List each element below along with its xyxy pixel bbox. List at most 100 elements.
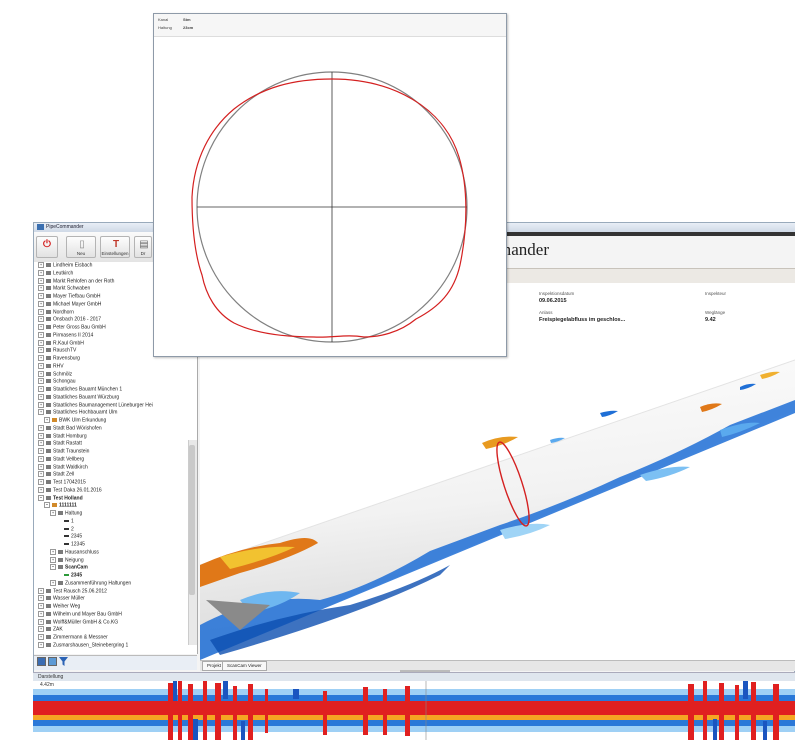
- print-button[interactable]: ▤ Dr: [134, 236, 152, 258]
- tree-item[interactable]: + ZAK: [38, 626, 63, 633]
- tree-item[interactable]: + Lindheim Eisbach: [38, 262, 92, 269]
- tab-scancam-viewer[interactable]: ScanCam Viewer: [222, 661, 267, 671]
- tree-expander-icon[interactable]: +: [50, 579, 56, 586]
- tree-expander-icon[interactable]: +: [38, 432, 44, 439]
- tree-item[interactable]: + Test Rausch 25.06.2012: [38, 587, 107, 595]
- tree-item[interactable]: + Staatliches Baumanagement Lüneburger He…: [38, 401, 153, 409]
- tree-expander-icon[interactable]: +: [38, 293, 44, 299]
- tree-expander-icon[interactable]: +: [38, 355, 44, 361]
- tree-item[interactable]: + Test 17042015: [38, 479, 86, 486]
- tree-expander-icon[interactable]: +: [38, 603, 44, 609]
- tree-expander-icon[interactable]: +: [38, 308, 44, 315]
- tree-expander-icon[interactable]: −: [38, 494, 44, 501]
- cross-section-plot[interactable]: [154, 37, 506, 356]
- tree-item[interactable]: + Wasser Müller: [38, 595, 85, 602]
- settings-button[interactable]: T Einstellungen: [100, 236, 130, 258]
- tree-expander-icon[interactable]: +: [38, 618, 44, 625]
- tree-expander-icon[interactable]: −: [44, 502, 50, 509]
- tree-expander-icon[interactable]: +: [38, 269, 44, 276]
- tree-expander-icon[interactable]: +: [38, 471, 44, 478]
- tree-item[interactable]: + Wolff&Müller GmbH & Co.KG: [38, 618, 118, 626]
- tree-item[interactable]: + Zimmermann & Messner: [38, 634, 108, 641]
- tree-expander-icon[interactable]: +: [38, 626, 44, 633]
- tree-item[interactable]: + Hausanschluss: [50, 548, 99, 556]
- tree-expander-icon[interactable]: +: [38, 455, 44, 462]
- tree-expander-icon[interactable]: +: [38, 316, 44, 323]
- tree-item[interactable]: + Stadt Vellberg: [38, 455, 84, 463]
- tree-item[interactable]: 2345: [56, 572, 82, 579]
- tree-item[interactable]: + Weiher Weg: [38, 603, 80, 610]
- tree-expander-icon[interactable]: +: [38, 486, 44, 493]
- tree-item[interactable]: + BWK Ulm Erkundung: [44, 417, 106, 424]
- tree-expander-icon[interactable]: +: [38, 324, 44, 330]
- tree-item[interactable]: + Ravensburg: [38, 355, 80, 362]
- tree-expander-icon[interactable]: +: [50, 548, 56, 555]
- tree-item[interactable]: + Markt Rehlofen an der Roth: [38, 277, 114, 285]
- database-icon[interactable]: [37, 657, 46, 666]
- tree-expander-icon[interactable]: +: [38, 634, 44, 640]
- tree-item[interactable]: − 1111111: [44, 502, 77, 509]
- tree-item[interactable]: 12345: [56, 541, 85, 548]
- tree-expander-icon[interactable]: +: [38, 277, 44, 284]
- tree-item[interactable]: + Staatliches Bauamt Würzburg: [38, 393, 119, 401]
- tree-item[interactable]: + Schongau: [38, 378, 76, 385]
- tree-item[interactable]: + Mayer Tiefbau GmbH: [38, 293, 101, 300]
- tree-expander-icon[interactable]: +: [38, 362, 44, 369]
- tree-item[interactable]: + Staatliches Bauamt München 1: [38, 386, 122, 393]
- tree-expander-icon[interactable]: +: [38, 401, 44, 408]
- tree-expander-icon[interactable]: +: [50, 510, 56, 516]
- tree-expander-icon[interactable]: +: [38, 610, 44, 617]
- tree-expander-icon[interactable]: +: [38, 378, 44, 385]
- tree-item[interactable]: + Peter Gross Bau GmbH: [38, 324, 106, 331]
- tree-item[interactable]: + Nordhorn: [38, 308, 74, 316]
- tree-item[interactable]: + Neigung: [50, 556, 84, 564]
- tree-expander-icon[interactable]: +: [38, 595, 44, 602]
- tree-item[interactable]: 2: [56, 526, 74, 533]
- splitter-handle[interactable]: [400, 670, 450, 673]
- tree-item[interactable]: + Haltung: [50, 510, 82, 517]
- tree-item[interactable]: + Stadt Waldkirch: [38, 463, 88, 471]
- tree-expander-icon[interactable]: +: [38, 393, 44, 400]
- tree-item[interactable]: + Stadt Homburg: [38, 432, 87, 440]
- tree-item[interactable]: 1: [56, 518, 74, 525]
- power-button[interactable]: ⏻: [36, 236, 58, 258]
- tree-expander-icon[interactable]: +: [38, 479, 44, 485]
- tree-expander-icon[interactable]: +: [38, 440, 44, 447]
- tree-item[interactable]: + Zusmarshausen_Steinebergring 1: [38, 641, 128, 649]
- tree-item[interactable]: + Wilhelm und Mayer Bau GmbH: [38, 610, 122, 618]
- tree-expander-icon[interactable]: +: [38, 641, 44, 648]
- tree-item[interactable]: + Stadt Zell: [38, 471, 74, 478]
- tree-item[interactable]: + RHV: [38, 362, 64, 370]
- image-icon[interactable]: [48, 657, 57, 666]
- tree-expander-icon[interactable]: +: [44, 417, 50, 423]
- tree-expander-icon[interactable]: +: [38, 463, 44, 470]
- tree-expander-icon[interactable]: −: [50, 564, 56, 571]
- tree-item[interactable]: + Pirmasens II 2014: [38, 331, 93, 339]
- tree-item[interactable]: − Test Holland: [38, 494, 83, 502]
- tree-item[interactable]: + Onsbach 2016 - 2017: [38, 316, 101, 323]
- tree-item[interactable]: + R.Kaul GmbH: [38, 339, 84, 347]
- tree-scroll-thumb[interactable]: [189, 445, 195, 595]
- tree-item[interactable]: + Schmölz: [38, 370, 72, 378]
- tree-item[interactable]: + Stadt Rastatt: [38, 440, 82, 447]
- tree-expander-icon[interactable]: +: [38, 262, 44, 268]
- pipe-3d-view[interactable]: [200, 325, 795, 660]
- tree-expander-icon[interactable]: +: [38, 587, 44, 594]
- filter-icon[interactable]: [59, 657, 68, 666]
- tree-expander-icon[interactable]: +: [38, 448, 44, 454]
- tree-expander-icon[interactable]: +: [38, 409, 44, 416]
- tree-expander-icon[interactable]: +: [38, 347, 44, 354]
- tree-item[interactable]: + Leutkirch: [38, 269, 73, 277]
- tree-item[interactable]: + RauschTV: [38, 347, 76, 354]
- new-button[interactable]: ▯ Neu: [66, 236, 96, 258]
- tree-item[interactable]: 2345: [56, 533, 82, 540]
- tree-item[interactable]: − ScanCam: [50, 564, 88, 571]
- tree-item[interactable]: + Staatliches Hochbauamt Ulm: [38, 409, 117, 416]
- tree-expander-icon[interactable]: +: [38, 370, 44, 377]
- tree-expander-icon[interactable]: +: [38, 300, 44, 307]
- tree-item[interactable]: + Markt Schwaben: [38, 285, 90, 292]
- tree-expander-icon[interactable]: +: [38, 339, 44, 346]
- tree-expander-icon[interactable]: +: [38, 331, 44, 338]
- tree-expander-icon[interactable]: +: [38, 386, 44, 392]
- tree-item[interactable]: + Test Daka 26.01.2016: [38, 486, 102, 494]
